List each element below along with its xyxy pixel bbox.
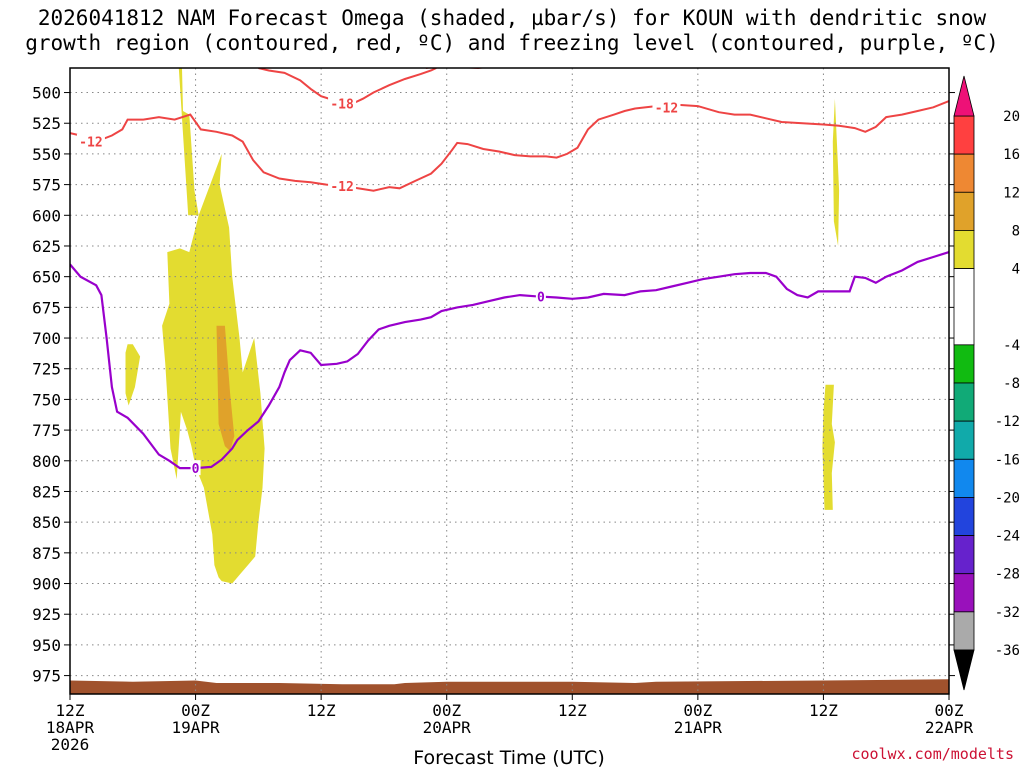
freezing-contour-label-0: 0 [192, 462, 200, 477]
y-tick-label-625: 625 [32, 237, 61, 256]
x-tick-label-84-1: 00Z [935, 701, 964, 720]
x-tick-label-36-1: 00Z [432, 701, 461, 720]
freezing-label-bg-0 [190, 460, 201, 476]
ground-fill [70, 679, 949, 694]
colorbar-segment-8 [953, 458, 975, 498]
y-tick-label-675: 675 [32, 298, 61, 317]
colorbar-segment-0 [953, 115, 975, 155]
plot-frame [69, 67, 950, 695]
x-tick-label-48-1: 12Z [558, 701, 587, 720]
y-tick-label-825: 825 [32, 482, 61, 501]
colorbar-label-4: 4 [1012, 262, 1020, 278]
x-axis-label: Forecast Time (UTC) [413, 747, 604, 768]
omega-region-0 [171, 68, 199, 216]
x-tick-label-12-1: 00Z [181, 701, 210, 720]
colorbar-label--16: -16 [995, 452, 1020, 468]
y-tick-label-600: 600 [32, 206, 61, 225]
colorbar-label-20: 20 [1003, 109, 1020, 125]
colorbar-segment-10 [953, 535, 975, 575]
colorbar-segment-12 [953, 611, 975, 651]
x-tick-label-60-2: 21APR [674, 718, 723, 737]
colorbar-label-12: 12 [1003, 185, 1020, 201]
x-tick-label-72-1: 12Z [809, 701, 838, 720]
y-tick-label-900: 900 [32, 575, 61, 594]
colorbar-label--20: -20 [995, 490, 1020, 506]
x-tick-label-0-2: 18APR [46, 718, 95, 737]
colorbar-segment-2 [953, 191, 975, 231]
credit-link[interactable]: coolwx.com/modelts [851, 745, 1014, 763]
y-tick-label-725: 725 [32, 360, 61, 379]
colorbar-label--28: -28 [995, 567, 1020, 583]
y-tick-label-750: 750 [32, 390, 61, 409]
x-tick-label-12-2: 19APR [171, 718, 220, 737]
colorbar-label--32: -32 [995, 605, 1020, 621]
colorbar-segment-3 [953, 230, 975, 269]
x-tick-label-84-2: 22APR [925, 718, 974, 737]
x-tick-label-36-2: 20APR [423, 718, 472, 737]
colorbar-label-8: 8 [1012, 223, 1020, 239]
x-tick-label-24-1: 12Z [307, 701, 336, 720]
freezing-contour-label-1: 0 [537, 290, 545, 305]
colorbar-segment-9 [953, 497, 975, 536]
y-tick-label-775: 775 [32, 421, 61, 440]
y-tick-label-850: 850 [32, 513, 61, 532]
y-tick-label-925: 925 [32, 605, 61, 624]
colorbar-segment-7 [953, 420, 975, 460]
title-line-2: growth region (contoured, red, ºC) and f… [25, 31, 999, 55]
colorbar-label--8: -8 [1003, 376, 1020, 392]
omega-region-5 [822, 384, 835, 510]
y-tick-label-875: 875 [32, 544, 61, 563]
y-tick-label-525: 525 [32, 114, 61, 133]
y-tick-label-650: 650 [32, 268, 61, 287]
temperature-contour-label-2: -12 [655, 101, 678, 116]
colorbar-segment-5 [953, 344, 975, 384]
y-tick-label-575: 575 [32, 176, 61, 195]
y-tick-label-950: 950 [32, 636, 61, 655]
omega-region-2 [125, 344, 141, 406]
x-tick-label-0-3: 2026 [51, 735, 90, 754]
colorbar-segment-1 [953, 153, 975, 193]
colorbar-label-16: 16 [1003, 147, 1020, 163]
freezing-label-bg-1 [535, 288, 546, 304]
y-tick-label-500: 500 [32, 84, 61, 103]
colorbar-segment-6 [953, 382, 975, 422]
colorbar-label--36: -36 [995, 643, 1020, 659]
colorbar-segment-4 [953, 268, 975, 346]
x-tick-label-0-1: 12Z [56, 701, 85, 720]
colorbar-label--12: -12 [995, 414, 1020, 430]
temperature-label-bg-1 [328, 177, 357, 193]
colorbar-label--4: -4 [1003, 338, 1020, 354]
temperature-label-bg-2 [652, 99, 681, 115]
colorbar-label--24: -24 [995, 529, 1020, 545]
chart-title: 2026041812 NAM Forecast Omega (shaded, µ… [0, 6, 1024, 56]
colorbar-top-arrow [953, 75, 975, 117]
y-tick-label-550: 550 [32, 145, 61, 164]
omega-region-4 [832, 98, 840, 246]
temperature-contour-label-3: -18 [330, 98, 354, 113]
omega-region-3 [216, 325, 235, 451]
temperature-label-bg-3 [328, 95, 357, 111]
colorbar-bottom-arrow [953, 649, 975, 691]
y-tick-label-975: 975 [32, 667, 61, 686]
title-line-1: 2026041812 NAM Forecast Omega (shaded, µ… [37, 6, 987, 30]
colorbar-segment-11 [953, 573, 975, 613]
y-tick-label-700: 700 [32, 329, 61, 348]
temperature-contour--12-0 [70, 100, 949, 192]
temperature-contour-label-0: -12 [79, 136, 102, 151]
x-tick-label-60-1: 00Z [683, 701, 712, 720]
temperature-contour-label-1: -12 [330, 180, 353, 195]
temperature-label-bg-0 [76, 133, 105, 149]
y-tick-label-800: 800 [32, 452, 61, 471]
